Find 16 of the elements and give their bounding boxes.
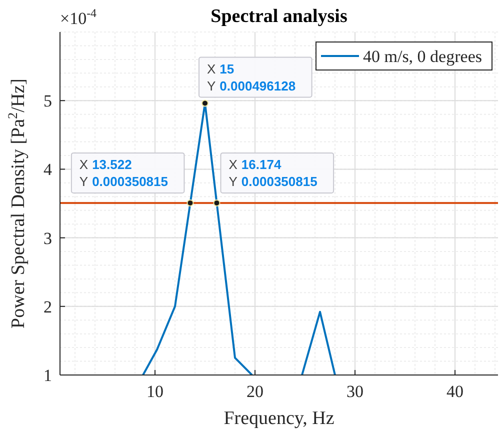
y-tick-label: 5 bbox=[44, 92, 52, 111]
y-tick-label: 1 bbox=[44, 366, 52, 385]
x-axis-title: Frequency, Hz bbox=[224, 408, 334, 429]
x-tick-label: 40 bbox=[446, 382, 464, 401]
y-tick-label: 2 bbox=[44, 297, 52, 316]
x-tick-label: 20 bbox=[246, 382, 264, 401]
annotation: X 16.174 Y 0.000350815 bbox=[228, 156, 318, 189]
x-tick-label: 30 bbox=[346, 382, 364, 401]
annotation: X 13.522 Y 0.000350815 bbox=[79, 156, 168, 189]
text: ×10$^{-4}$ bbox=[60, 6, 97, 28]
y-tick-label: 3 bbox=[44, 228, 52, 248]
legend-label: 40 m/s, 0 degrees bbox=[363, 47, 482, 66]
x-tick-label: 10 bbox=[146, 382, 164, 401]
annotation: X 15 Y 0.000496128 bbox=[207, 61, 296, 94]
y-tick-label: 4 bbox=[44, 160, 52, 180]
chart-title: Spectral analysis bbox=[210, 6, 348, 27]
